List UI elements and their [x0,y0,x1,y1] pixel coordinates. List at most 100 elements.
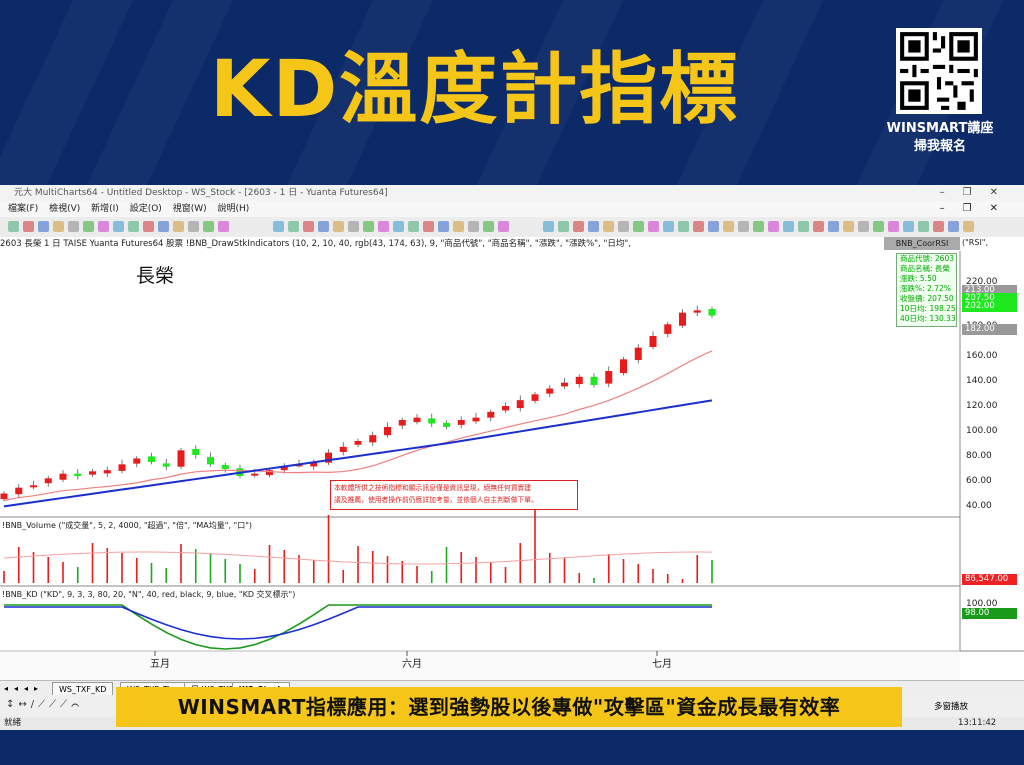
toolbar-button[interactable] [318,221,329,232]
toolbar-button[interactable] [663,221,674,232]
toolbar-button[interactable] [648,221,659,232]
volume-bar [312,560,315,583]
menu-window[interactable]: 視窗(W) [172,204,207,214]
toolbar-button[interactable] [113,221,124,232]
toolbar-button[interactable] [543,221,554,232]
menu-help[interactable]: 說明(H) [217,204,250,214]
candle [0,493,8,500]
toolbar-button[interactable] [798,221,809,232]
toolbar-button[interactable] [83,221,94,232]
candle [280,466,288,471]
toolbar-button[interactable] [813,221,824,232]
candle [251,473,259,476]
status-time: 13:11:42 [958,718,997,728]
toolbar-button[interactable] [393,221,404,232]
volume-bar [401,561,404,583]
toolbar-button[interactable] [143,221,154,232]
volume-bar [460,552,463,583]
volume-bar [253,569,256,583]
toolbar-button[interactable] [858,221,869,232]
toolbar-button[interactable] [708,221,719,232]
corr-rsi-button[interactable]: BNB_CoorRSI [884,237,960,250]
toolbar-button[interactable] [918,221,929,232]
toolbar-button[interactable] [558,221,569,232]
toolbar-button[interactable] [588,221,599,232]
toolbar-button[interactable] [453,221,464,232]
toolbar-button[interactable] [408,221,419,232]
toolbar-button[interactable] [843,221,854,232]
toolbar-button[interactable] [68,221,79,232]
toolbar-button[interactable] [738,221,749,232]
toolbar-button[interactable] [693,221,704,232]
volume-bar [91,543,94,583]
toolbar-button[interactable] [873,221,884,232]
menu-insert[interactable]: 新增(I) [91,204,119,214]
menu-file[interactable]: 檔案(F) [8,204,39,214]
toolbar-button[interactable] [98,221,109,232]
toolbar-button[interactable] [828,221,839,232]
toolbar-button[interactable] [618,221,629,232]
toolbar-button[interactable] [483,221,494,232]
toolbar-button[interactable] [288,221,299,232]
toolbar-button[interactable] [438,221,449,232]
toolbar-button[interactable] [173,221,184,232]
candle [192,448,200,455]
volume-bar [47,557,50,583]
kd-label-100: 100.00 [966,599,998,609]
toolbar-button[interactable] [8,221,19,232]
toolbar-button[interactable] [53,221,64,232]
toolbar-button[interactable] [903,221,914,232]
toolbar-button[interactable] [203,221,214,232]
volume-bar [224,559,227,583]
toolbar-button[interactable] [273,221,284,232]
qr-code[interactable] [896,28,982,114]
toolbar-button[interactable] [468,221,479,232]
toolbar-button[interactable] [888,221,899,232]
toolbar-button[interactable] [783,221,794,232]
window-controls[interactable]: –❐✕ [939,187,1016,198]
toolbar-button[interactable] [363,221,374,232]
toolbar-button[interactable] [423,221,434,232]
candle [103,470,111,474]
volume-bar [548,553,551,583]
volume-bar [32,552,35,583]
toolbar-button[interactable] [128,221,139,232]
price-tag-high: 213.00 [962,285,1017,296]
toolbar-button[interactable] [933,221,944,232]
footer-band [0,730,1024,765]
price-label-60: 60.00 [966,476,992,486]
toolbar-button[interactable] [723,221,734,232]
toolbar-button[interactable] [348,221,359,232]
toolbar-button[interactable] [333,221,344,232]
candle [679,312,686,326]
toolbar-button[interactable] [498,221,509,232]
menu-view[interactable]: 檢視(V) [49,204,81,214]
candle [59,473,67,480]
toolbar-button[interactable] [188,221,199,232]
toolbar-button[interactable] [218,221,229,232]
toolbar-button[interactable] [768,221,779,232]
month-may: 五月 [150,659,170,670]
toolbar-button[interactable] [158,221,169,232]
toolbar-button[interactable] [38,221,49,232]
drawing-tools[interactable]: ↕↔/⟋⟋⟋⌒ [6,699,84,710]
toolbar-button[interactable] [753,221,764,232]
menu-bar: 檔案(F) 檢視(V) 新增(I) 設定(O) 視窗(W) 說明(H) –❐✕ [0,201,1024,217]
stock-name: 長榮 [136,265,175,287]
toolbar-button[interactable] [948,221,959,232]
menu-settings[interactable]: 設定(O) [129,204,162,214]
volume-bar [430,571,433,583]
toolbar-button[interactable] [573,221,584,232]
mdi-controls[interactable]: –❐✕ [939,203,1016,214]
chart-area[interactable] [0,185,1024,680]
volume-bar [327,515,330,583]
multi-window-button[interactable]: 多窗播放 [934,702,969,712]
toolbar-button[interactable] [378,221,389,232]
toolbar-button[interactable] [678,221,689,232]
tab-scroll-arrows[interactable]: ◂◂◂▸ [4,684,45,693]
toolbar-button[interactable] [633,221,644,232]
toolbar-button[interactable] [603,221,614,232]
toolbar-button[interactable] [23,221,34,232]
toolbar-button[interactable] [963,221,974,232]
toolbar-button[interactable] [303,221,314,232]
